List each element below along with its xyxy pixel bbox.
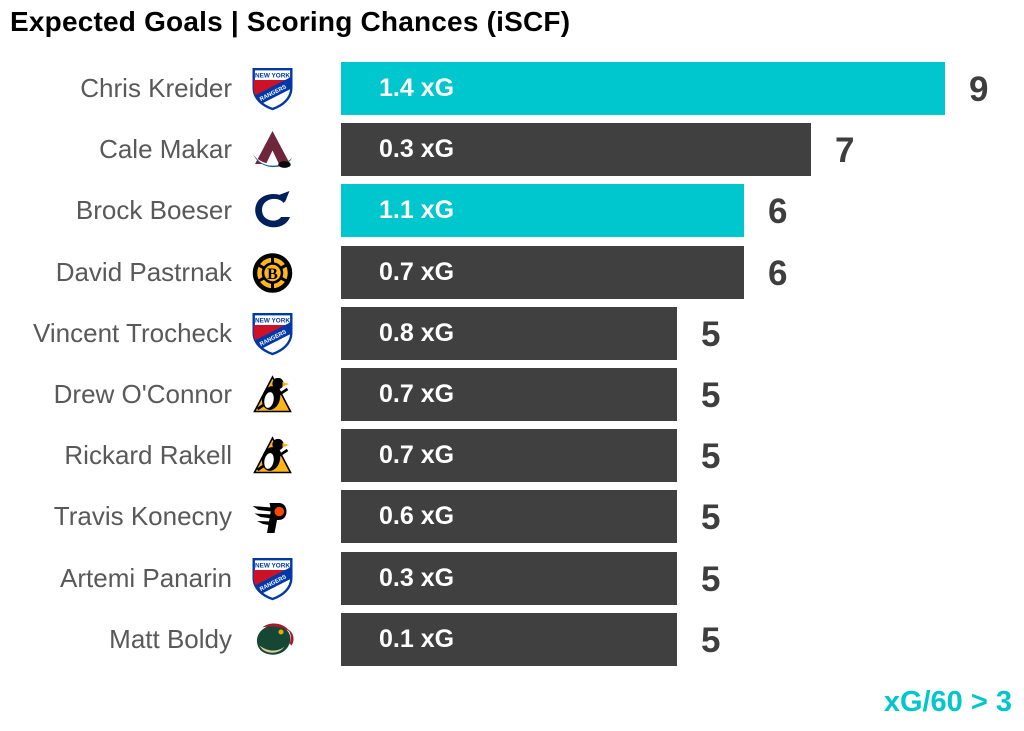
xg-bar-label: 0.6 xG [379, 502, 455, 530]
xg-bar: 0.3 xG [341, 552, 677, 605]
svg-text:NEW YORK: NEW YORK [254, 563, 289, 570]
xg-bar-label: 0.3 xG [379, 135, 455, 163]
player-row: Vincent Trocheck RANGERS NEW YORK 0.8 xG … [0, 307, 1024, 360]
player-name: David Pastrnak [55, 257, 232, 287]
player-row: Drew O'Connor 0.7 xG 5 [0, 368, 1024, 421]
page-title: Expected Goals | Scoring Chances (iSCF) [10, 6, 571, 37]
player-row: David Pastrnak B 0.7 xG 6 [0, 246, 1024, 299]
new-york-rangers-logo-icon: RANGERS NEW YORK [246, 556, 298, 602]
new-york-rangers-logo-icon: RANGERS NEW YORK [246, 66, 298, 112]
scoring-chances-value: 5 [701, 376, 721, 415]
scoring-chances-value: 5 [701, 315, 721, 354]
xg-bar: 1.4 xG [341, 62, 945, 115]
player-name: Rickard Rakell [64, 440, 232, 470]
player-row: Rickard Rakell 0.7 xG 5 [0, 429, 1024, 482]
player-row: Travis Konecny 0.6 xG 5 [0, 490, 1024, 543]
xg-bar: 0.1 xG [341, 613, 677, 666]
xg-bar: 0.7 xG [341, 246, 744, 299]
player-row: Artemi Panarin RANGERS NEW YORK 0.3 xG 5 [0, 552, 1024, 605]
scoring-chances-value: 5 [701, 498, 721, 537]
boston-bruins-logo-icon: B [246, 250, 298, 296]
scoring-chances-value: 9 [969, 70, 989, 109]
player-name: Travis Konecny [53, 501, 232, 531]
new-york-rangers-logo-icon: RANGERS NEW YORK [246, 311, 298, 357]
player-row: Cale Makar 0.3 xG 7 [0, 123, 1024, 176]
player-name: Drew O'Connor [53, 379, 232, 409]
xg-bar-label: 0.1 xG [379, 625, 455, 653]
xg-bar-label: 0.7 xG [379, 258, 455, 286]
philadelphia-flyers-logo-icon [246, 494, 298, 540]
xg-bar-label: 0.3 xG [379, 564, 455, 592]
xg-bar-label: 0.8 xG [379, 319, 455, 347]
xg-bar-label: 1.4 xG [379, 74, 455, 102]
player-name: Brock Boeser [75, 195, 232, 225]
xg-bar: 1.1 xG [341, 184, 744, 237]
scoring-chances-value: 5 [701, 437, 721, 476]
xg-bar: 0.7 xG [341, 368, 677, 421]
scoring-chances-value: 7 [835, 131, 855, 170]
pittsburgh-penguins-logo-icon [246, 433, 298, 479]
xg-bar: 0.6 xG [341, 490, 677, 543]
svg-text:B: B [267, 266, 278, 283]
player-row: Matt Boldy 0.1 xG 5 [0, 613, 1024, 666]
player-name: Chris Kreider [80, 73, 232, 103]
xg-bar: 0.8 xG [341, 307, 677, 360]
player-name: Matt Boldy [109, 624, 232, 654]
player-name: Cale Makar [99, 134, 232, 164]
scoring-chances-value: 5 [701, 560, 721, 599]
xg-bar-label: 0.7 xG [379, 441, 455, 469]
player-row: Brock Boeser 1.1 xG 6 [0, 184, 1024, 237]
player-row: Chris Kreider RANGERS NEW YORK 1.4 xG 9 [0, 62, 1024, 115]
player-name: Artemi Panarin [60, 563, 232, 593]
legend-note: xG/60 > 3 [883, 686, 1012, 718]
xg-bar-label: 1.1 xG [379, 196, 455, 224]
scoring-chances-value: 6 [768, 254, 788, 293]
player-name: Vincent Trocheck [33, 318, 232, 348]
scoring-chances-value: 6 [768, 192, 788, 231]
xg-bar: 0.3 xG [341, 123, 811, 176]
pittsburgh-penguins-logo-icon [246, 372, 298, 418]
svg-text:NEW YORK: NEW YORK [254, 318, 289, 325]
scoring-chances-value: 5 [701, 621, 721, 660]
vancouver-canucks-logo-icon [246, 188, 298, 234]
svg-text:NEW YORK: NEW YORK [254, 73, 289, 80]
colorado-avalanche-logo-icon [246, 127, 298, 173]
xg-bar: 0.7 xG [341, 429, 677, 482]
minnesota-wild-logo-icon [246, 617, 298, 663]
xg-bar-label: 0.7 xG [379, 380, 455, 408]
